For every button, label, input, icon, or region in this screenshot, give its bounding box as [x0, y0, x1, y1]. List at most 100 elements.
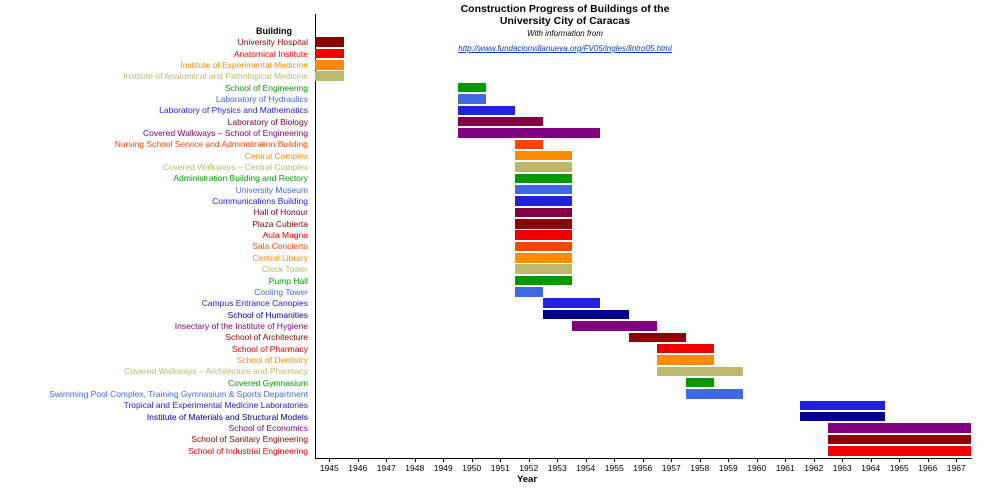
- gantt-bar: [514, 219, 572, 229]
- row-label: Nursing School Service and Administratio…: [114, 139, 308, 150]
- row-label: Aula Magna: [262, 230, 308, 241]
- gantt-bar: [828, 423, 971, 433]
- row-label: Plaza Cubierta: [252, 218, 308, 229]
- row-label: Laboratory of Hydraulics: [215, 93, 308, 104]
- gantt-bar: [315, 60, 344, 70]
- x-tick-label: 1962: [804, 463, 824, 473]
- gantt-bar: [828, 434, 971, 445]
- chart-title-line1: Construction Progress of Buildings of th…: [460, 3, 670, 15]
- x-tick-mark: [728, 458, 730, 462]
- x-tick-label: 1947: [376, 463, 396, 473]
- x-tick-label: 1961: [775, 463, 795, 473]
- x-tick-mark: [528, 458, 530, 462]
- x-tick-mark: [471, 458, 473, 462]
- row-label: Covered Gymnasium: [228, 377, 308, 388]
- x-tick-label: 1959: [718, 463, 738, 473]
- gantt-bar: [315, 37, 344, 47]
- x-tick-label: 1967: [946, 463, 966, 473]
- gantt-bar: [514, 264, 572, 274]
- row-label: School of Dentistry: [236, 354, 308, 365]
- row-label: Hall of Honour: [253, 207, 308, 218]
- gantt-bar: [685, 377, 714, 388]
- x-tick-mark: [756, 458, 758, 462]
- x-tick-label: 1948: [405, 463, 425, 473]
- row-label: Institute of Experimental Medicine: [180, 59, 308, 70]
- x-tick-label: 1966: [918, 463, 938, 473]
- row-label: School of Economics: [228, 423, 308, 434]
- x-tick-mark: [585, 458, 587, 462]
- row-label: Tropical and Experimental Medicine Labor…: [123, 400, 308, 411]
- gantt-bar: [457, 82, 486, 93]
- row-label: Laboratory of Biology: [227, 116, 308, 127]
- x-tick-label: 1949: [433, 463, 453, 473]
- row-label: Sala Concierto: [252, 241, 308, 252]
- gantt-bar: [657, 366, 743, 377]
- row-label: Anatomical Institute: [233, 48, 308, 59]
- gantt-bar: [657, 343, 714, 354]
- x-tick-mark: [927, 458, 929, 462]
- gantt-bar: [799, 411, 885, 422]
- x-tick-label: 1950: [462, 463, 482, 473]
- x-tick-mark: [414, 458, 416, 462]
- row-label: School of Pharmacy: [231, 343, 308, 354]
- x-tick-label: 1946: [348, 463, 368, 473]
- gantt-bar: [315, 48, 344, 59]
- gantt-bar: [571, 321, 657, 331]
- row-label: University Hospital: [237, 37, 308, 48]
- row-label: Swimming Pool Complex, Training Gymnasiu…: [49, 389, 308, 400]
- x-axis-title: Year: [516, 474, 538, 485]
- gantt-bar: [514, 184, 572, 195]
- y-axis-line: [315, 14, 316, 458]
- gantt-bar: [457, 105, 515, 116]
- x-tick-mark: [386, 458, 388, 462]
- x-tick-label: 1964: [861, 463, 881, 473]
- chart-title-block: Construction Progress of Buildings of th…: [315, 3, 815, 56]
- row-label: Covered Walkways – Architecture and Phar…: [124, 366, 308, 377]
- x-tick-label: 1953: [547, 463, 567, 473]
- row-label: Campus Entrance Canopies: [201, 298, 308, 309]
- x-tick-label: 1955: [604, 463, 624, 473]
- gantt-bar: [514, 173, 572, 184]
- source-link[interactable]: http://www.fundacionvillanueva.org/FV05/…: [458, 44, 672, 53]
- row-label: Pump Hall: [268, 275, 308, 286]
- x-tick-mark: [443, 458, 445, 462]
- x-tick-label: 1958: [690, 463, 710, 473]
- row-label: Institute of Materials and Structural Mo…: [146, 411, 308, 422]
- x-tick-label: 1952: [519, 463, 539, 473]
- x-tick-label: 1945: [319, 463, 339, 473]
- x-tick-mark: [329, 458, 331, 462]
- row-label: Laboratory of Physics and Mathematics: [159, 105, 308, 116]
- row-label: Clock Tower: [261, 264, 308, 275]
- x-tick-label: 1956: [633, 463, 653, 473]
- gantt-bar: [514, 139, 543, 150]
- row-label: Insectary of the Institute of Hygiene: [174, 320, 308, 331]
- gantt-bar: [457, 128, 600, 138]
- row-label: Central Library: [252, 252, 308, 263]
- row-label: Administration Building and Rectory: [173, 173, 308, 184]
- gantt-bar: [514, 230, 572, 240]
- gantt-bar: [514, 162, 572, 172]
- gantt-bar: [457, 94, 486, 104]
- gantt-bar: [799, 400, 885, 411]
- x-tick-label: 1965: [889, 463, 909, 473]
- row-label: University Museum: [235, 184, 308, 195]
- x-tick-mark: [642, 458, 644, 462]
- x-tick-mark: [671, 458, 673, 462]
- gantt-bar: [543, 298, 600, 308]
- row-label: Cooling Tower: [254, 286, 308, 297]
- x-tick-label: 1963: [832, 463, 852, 473]
- x-tick-mark: [870, 458, 872, 462]
- chart-title-line2: University City of Caracas: [499, 14, 631, 27]
- gantt-bar: [657, 355, 714, 365]
- row-label: School of Humanities: [227, 309, 308, 320]
- x-tick-label: 1951: [490, 463, 510, 473]
- gantt-bar: [514, 196, 572, 206]
- row-label: School of Sanitary Engineering: [191, 434, 308, 445]
- gantt-bar: [514, 207, 572, 218]
- gantt-bar: [628, 332, 686, 343]
- row-label: School of Architecture: [225, 332, 308, 343]
- x-tick-label: 1954: [576, 463, 596, 473]
- gantt-bar: [514, 150, 572, 161]
- x-tick-mark: [813, 458, 815, 462]
